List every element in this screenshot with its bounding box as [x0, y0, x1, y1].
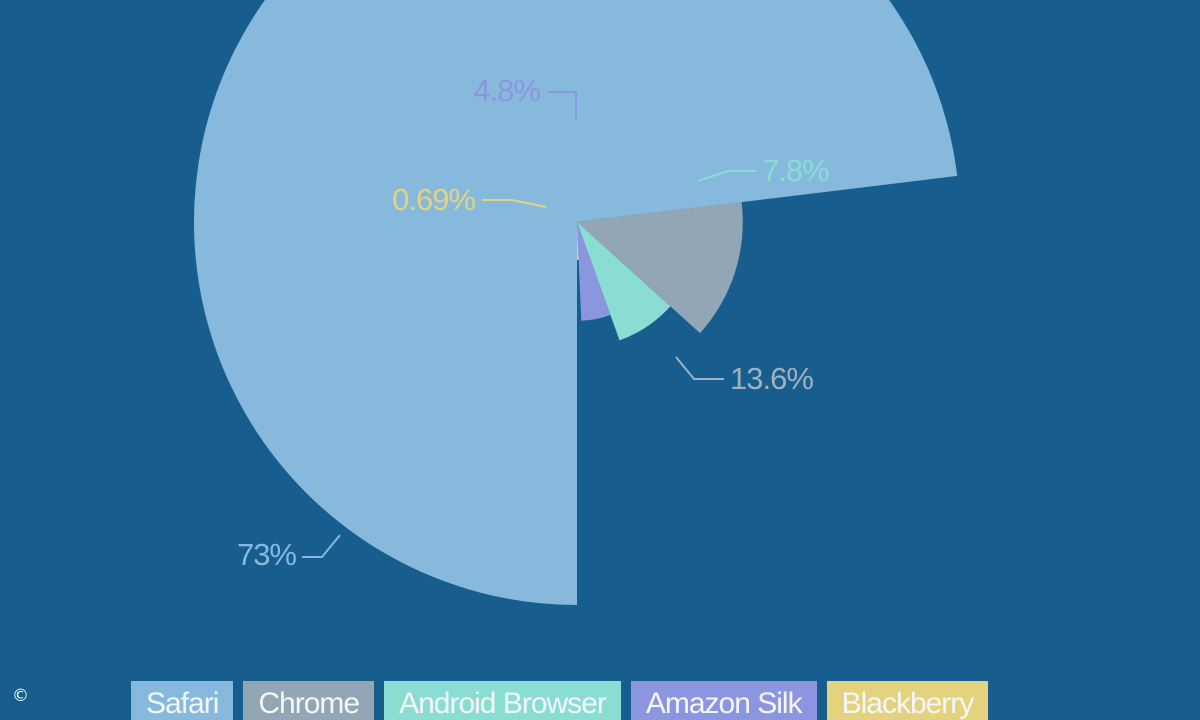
data-label-android-browser: 7.8%: [762, 153, 829, 188]
legend-item-blackberry[interactable]: Blackberry: [826, 681, 989, 720]
leader-line-android-browser: [697, 170, 756, 182]
slice-android-browser[interactable]: [577, 222, 671, 341]
legend-item-safari[interactable]: Safari: [131, 681, 234, 720]
data-label-blackberry: 0.69%: [392, 182, 475, 217]
leader-line-amazon-silk: [548, 91, 577, 120]
leader-line-blackberry: [482, 199, 547, 208]
leader-lines-layer: [302, 91, 756, 558]
chart-legend: Safari Chrome Android Browser Amazon Silk Bl…: [131, 681, 989, 720]
leader-line-safari: [302, 534, 341, 558]
slice-chrome[interactable]: [577, 202, 743, 334]
legend-item-amazon-silk[interactable]: Amazon Silk: [630, 681, 817, 720]
copyright-symbol: ©: [12, 686, 29, 706]
slices-layer: [194, 0, 958, 605]
slice-blackberry[interactable]: [577, 222, 579, 260]
legend-item-chrome[interactable]: Chrome: [243, 681, 375, 720]
legend-item-android-browser[interactable]: Android Browser: [384, 681, 621, 720]
data-label-amazon-silk: 4.8%: [473, 73, 540, 108]
slice-amazon-silk[interactable]: [577, 222, 611, 321]
leader-line-chrome: [675, 356, 724, 380]
data-label-safari: 73%: [237, 537, 296, 572]
data-label-chrome: 13.6%: [730, 361, 813, 396]
slice-safari[interactable]: [194, 0, 958, 605]
data-labels-layer: 73% 13.6% 7.8% 4.8% 0.69%: [237, 73, 830, 572]
